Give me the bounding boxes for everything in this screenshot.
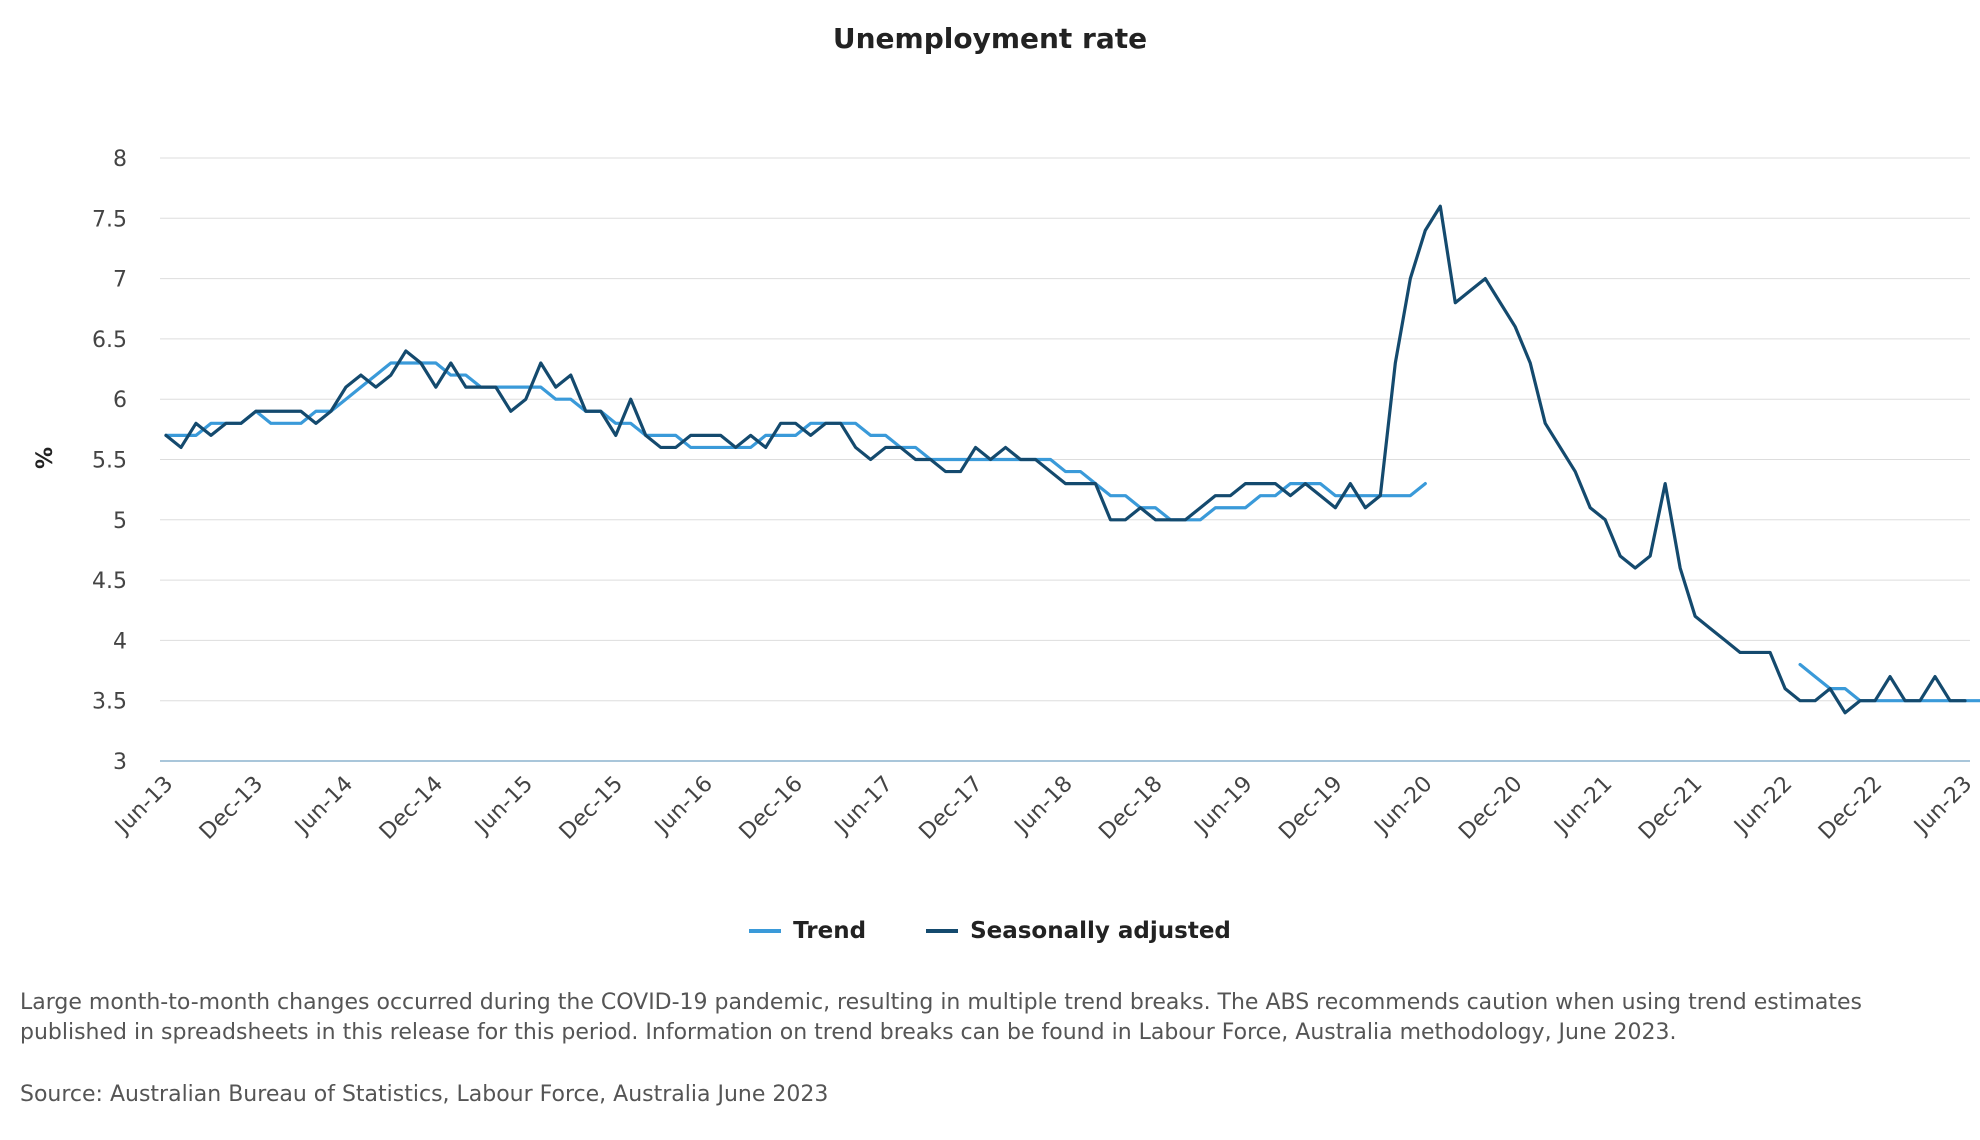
- gridlines: [160, 157, 1970, 762]
- legend-label-seasonally-adjusted: Seasonally adjusted: [970, 918, 1231, 944]
- x-tick-label: Jun-18: [1009, 772, 1078, 841]
- x-tick-label: Dec-15: [555, 772, 628, 845]
- x-tick-label: Jun-21: [1549, 772, 1618, 841]
- x-tick-label: Dec-22: [1814, 772, 1887, 845]
- x-tick-label: Dec-20: [1454, 772, 1527, 845]
- x-tick-label: Dec-13: [195, 772, 268, 845]
- x-tick-label: Jun-16: [649, 772, 718, 841]
- x-tick-label: Dec-17: [915, 772, 988, 845]
- legend: Trend Seasonally adjusted: [0, 918, 1980, 944]
- series-line-segment: [164, 204, 1967, 715]
- x-tick-label: Jun-13: [109, 772, 178, 841]
- y-tick-label: 8: [113, 147, 127, 172]
- x-tick-label: Dec-16: [735, 772, 808, 845]
- x-tick-label: Jun-23: [1908, 772, 1977, 841]
- x-tick-label: Dec-19: [1274, 772, 1347, 845]
- y-tick-label: 6: [113, 388, 127, 413]
- x-tick-label: Jun-22: [1729, 772, 1798, 841]
- y-tick-label: 3: [113, 750, 127, 775]
- series-seasonally-adjusted: [164, 204, 1967, 715]
- x-tick-label: Jun-17: [829, 772, 898, 841]
- y-axis-title: %: [33, 447, 58, 469]
- series-line-segment: [1798, 662, 1980, 703]
- x-tick-label: Jun-19: [1189, 772, 1258, 841]
- x-tick-label: Dec-14: [375, 772, 448, 845]
- y-tick-label: 5: [113, 509, 127, 534]
- legend-item-seasonally-adjusted[interactable]: Seasonally adjusted: [926, 918, 1231, 944]
- series-trend: [164, 361, 1980, 703]
- series-lines: [164, 204, 1980, 715]
- y-tick-label: 7: [113, 268, 127, 293]
- x-tick-label: Dec-18: [1094, 772, 1167, 845]
- legend-label-trend: Trend: [793, 918, 867, 944]
- x-tick-label: Jun-20: [1369, 772, 1438, 841]
- legend-swatch-seasonally-adjusted: [926, 929, 959, 933]
- y-axis-ticks: 3 3.5 4 4.5 5 5.5 6 6.5 7 7.5 8: [92, 147, 127, 775]
- line-chart: 3 3.5 4 4.5 5 5.5 6 6.5 7 7.5 8 Jun-13 Dec-13 Jun-14…: [33, 147, 1980, 845]
- x-tick-label: Jun-15: [469, 772, 538, 841]
- legend-item-trend[interactable]: Trend: [749, 918, 866, 944]
- y-tick-label: 7.5: [92, 207, 127, 232]
- y-tick-label: 5.5: [92, 449, 127, 474]
- x-axis-ticks: Jun-13 Dec-13 Jun-14 Dec-14 Jun-15 Dec-15 Jun-…: [109, 772, 1977, 845]
- source-note: Source: Australian Bureau of Statistics,…: [20, 1082, 829, 1107]
- series-line-segment: [164, 361, 1427, 522]
- x-tick-label: Dec-21: [1634, 772, 1707, 845]
- y-tick-label: 6.5: [92, 328, 127, 353]
- legend-swatch-trend: [749, 929, 782, 933]
- x-tick-label: Jun-14: [289, 772, 358, 841]
- y-tick-label: 3.5: [92, 690, 127, 715]
- covid-trend-break-note: Large month-to-month changes occurred du…: [20, 990, 1862, 1045]
- y-tick-label: 4: [113, 629, 127, 654]
- y-tick-label: 4.5: [92, 569, 127, 594]
- chart-title: Unemployment rate: [832, 22, 1148, 55]
